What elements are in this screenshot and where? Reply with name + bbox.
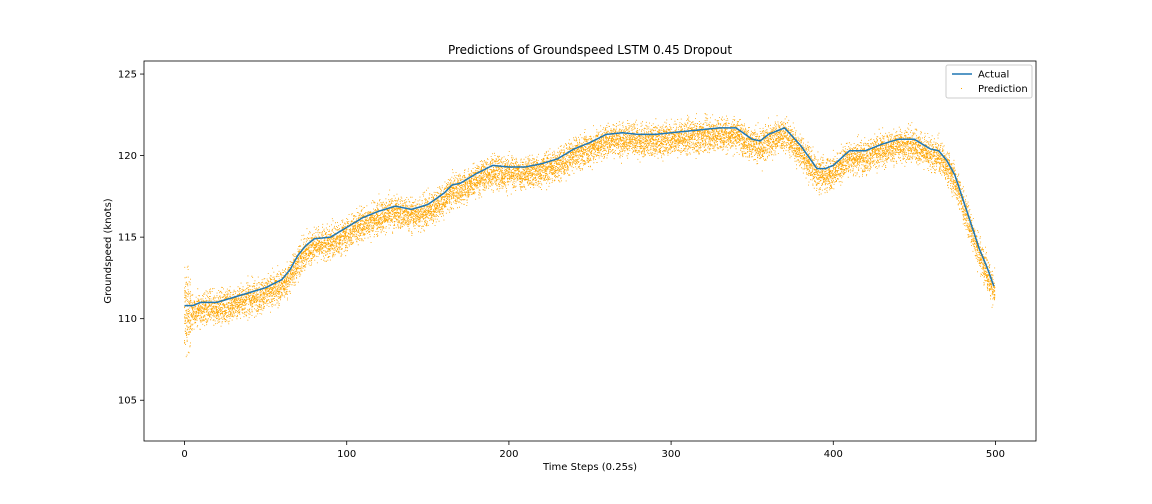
legend-prediction-label: Prediction	[978, 84, 1028, 95]
actual-line	[184, 127, 995, 307]
x-axis-label: Time Steps (0.25s)	[542, 462, 637, 473]
x-tick-label: 100	[337, 449, 356, 460]
x-tick-label: 400	[824, 449, 843, 460]
y-tick-label: 125	[118, 70, 137, 81]
prediction-points	[184, 113, 996, 358]
y-axis-label: Groundspeed (knots)	[103, 198, 114, 303]
x-tick-label: 500	[986, 449, 1005, 460]
x-tick-label: 200	[499, 449, 518, 460]
y-axis: 105 110 115 120 125	[118, 70, 144, 407]
y-tick-label: 120	[118, 151, 137, 162]
x-tick-label: 0	[181, 449, 187, 460]
y-tick-label: 115	[118, 233, 137, 244]
legend: Actual Prediction	[945, 64, 1033, 99]
legend-actual-label: Actual	[978, 70, 1009, 81]
x-axis: 0 100 200 300 400 500	[181, 441, 1005, 460]
prediction-scatter-layer	[184, 113, 996, 358]
y-tick-label: 110	[118, 314, 137, 325]
x-tick-label: 300	[662, 449, 681, 460]
y-tick-label: 105	[118, 396, 137, 407]
actual-line-layer	[184, 127, 995, 307]
chart-title: Predictions of Groundspeed LSTM 0.45 Dro…	[448, 43, 732, 57]
plot-frame	[143, 60, 1037, 442]
legend-prediction-swatch	[961, 88, 962, 89]
